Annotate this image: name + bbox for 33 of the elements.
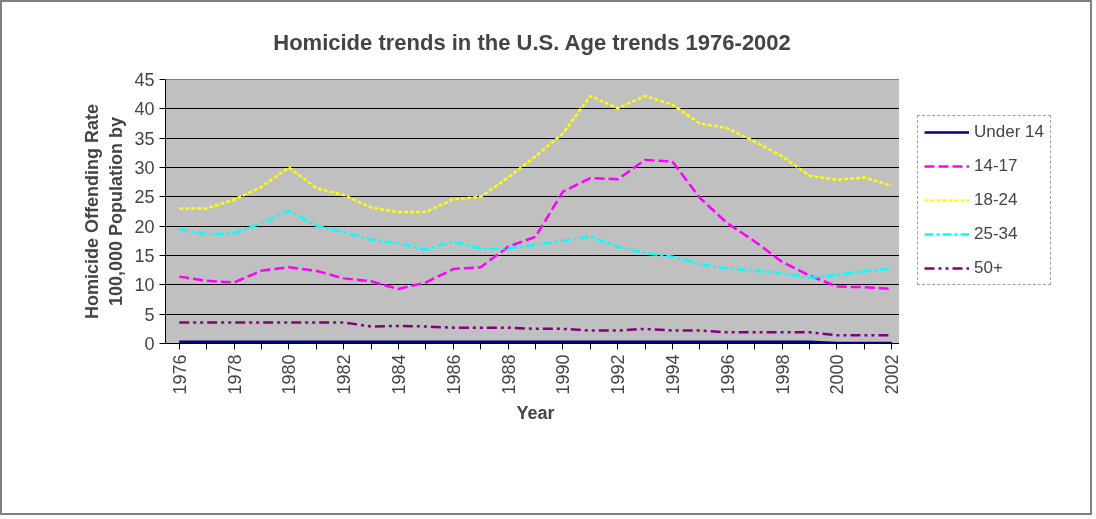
x-tick-label: 1984: [388, 354, 409, 395]
x-tick-label: 2002: [882, 354, 903, 395]
x-tick-label: 2000: [827, 354, 848, 395]
x-axis-title: Year: [516, 402, 555, 423]
legend-label: 50+: [974, 257, 1003, 278]
legend-label: 25-34: [974, 223, 1018, 244]
x-tick-label: 1980: [279, 354, 300, 395]
y-tick-label: 30: [134, 158, 155, 178]
y-tick-label: 40: [134, 99, 155, 120]
y-tick-label: 20: [134, 216, 155, 237]
line-series: [177, 94, 894, 214]
x-tick-label: 1986: [443, 354, 464, 395]
y-tick-label: 5: [144, 304, 155, 325]
chart-title: Homicide trends in the U.S. Age trends 1976-2002: [273, 29, 791, 55]
y-tick-label: 10: [134, 275, 155, 296]
y-axis-title: Homicide Offending Rate 100,000 Population by: [82, 103, 127, 320]
y-tick-label: 45: [134, 70, 155, 90]
y-tick-label: 35: [134, 128, 155, 149]
legend-label: 14-17: [974, 155, 1018, 176]
x-tick-label: 1996: [717, 354, 738, 395]
x-tick-label: 1992: [608, 354, 629, 395]
x-tick-label: 1978: [224, 354, 245, 395]
y-tick-label: 25: [134, 187, 155, 208]
legend-label: 18-24: [974, 189, 1018, 210]
x-tick-label: 1990: [553, 354, 574, 395]
y-tick-label: 0: [144, 334, 155, 354]
x-tick-label: 1976: [169, 354, 190, 395]
legend-label: Under 14: [974, 121, 1044, 142]
x-tick-label: 1982: [334, 354, 355, 395]
y-tick-label: 15: [134, 246, 155, 266]
x-tick-label: 1988: [498, 354, 519, 395]
x-tick-label: 1994: [663, 354, 684, 395]
x-tick-label: 1998: [772, 354, 793, 395]
